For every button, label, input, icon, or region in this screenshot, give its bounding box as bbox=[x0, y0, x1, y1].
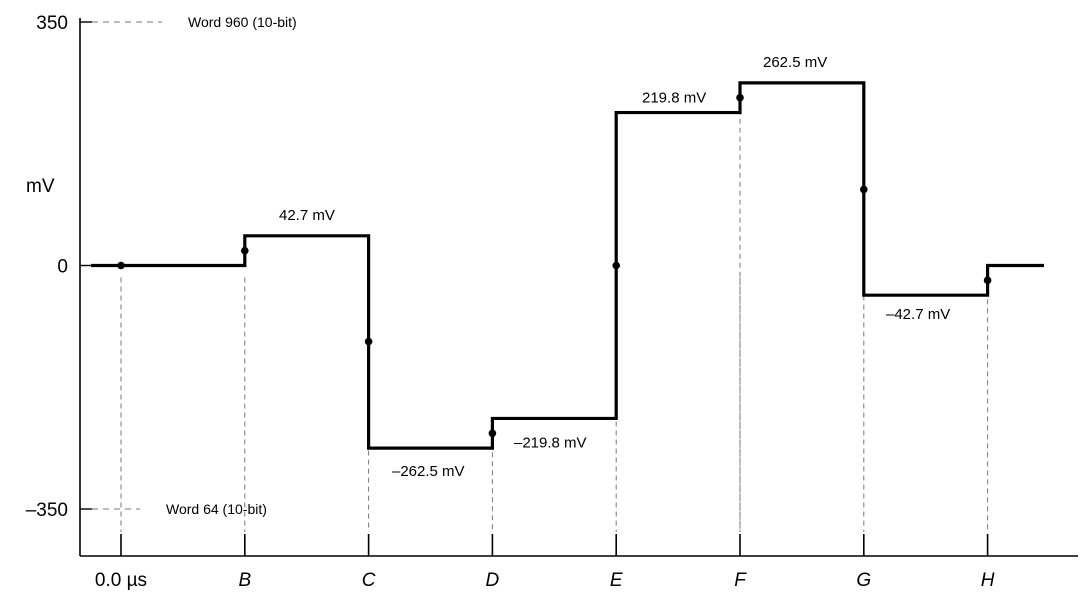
annotations: 42.7 mV –262.5 mV –219.8 mV 219.8 mV 262.5 m… bbox=[279, 54, 950, 480]
sample-point bbox=[117, 261, 125, 270]
x-tick-label: 0.0 µs bbox=[95, 570, 147, 591]
sample-guides bbox=[120, 109, 989, 532]
sample-point bbox=[364, 337, 373, 346]
y-axis-label: mV bbox=[26, 176, 55, 197]
reference-lines: Word 960 (10-bit) Word 64 (10-bit) bbox=[92, 14, 297, 517]
step-waveform bbox=[91, 81, 1044, 450]
x-tick-label: B bbox=[238, 570, 251, 591]
level-label: –42.7 mV bbox=[886, 306, 950, 323]
sample-point bbox=[241, 246, 249, 255]
sample-point bbox=[612, 261, 620, 270]
x-tick-label: G bbox=[856, 570, 871, 591]
waveform-path bbox=[91, 81, 1044, 450]
sample-points bbox=[117, 93, 992, 438]
y-tick-label: –350 bbox=[26, 500, 68, 521]
level-label: 219.8 mV bbox=[642, 90, 706, 107]
level-label: 262.5 mV bbox=[763, 54, 827, 71]
reference-label: Word 960 (10-bit) bbox=[188, 14, 297, 30]
sample-point bbox=[488, 429, 497, 438]
y-tick-label: 350 bbox=[36, 13, 68, 34]
x-tick-label: C bbox=[362, 570, 376, 591]
y-tick-label: 0 bbox=[57, 257, 68, 278]
reference-label: Word 64 (10-bit) bbox=[166, 501, 267, 517]
sample-point bbox=[983, 276, 992, 285]
sample-point bbox=[736, 93, 744, 102]
axes: 350 0 –350 0.0 µs B C D E F G H bbox=[26, 13, 1078, 591]
x-tick-label: D bbox=[486, 570, 500, 591]
sample-point bbox=[860, 185, 868, 194]
x-tick-label: E bbox=[610, 570, 623, 591]
x-tick-label: H bbox=[981, 570, 995, 591]
level-label: –219.8 mV bbox=[514, 434, 587, 451]
level-label: –262.5 mV bbox=[392, 463, 465, 480]
x-tick-label: F bbox=[734, 570, 747, 591]
level-label: 42.7 mV bbox=[279, 207, 335, 224]
